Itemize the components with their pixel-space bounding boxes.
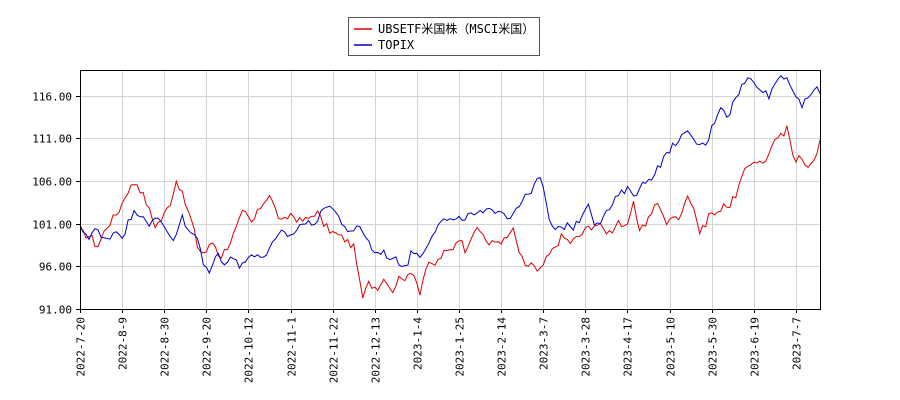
grid-lines — [80, 70, 820, 309]
x-tick-label: 2023-5-30 — [707, 317, 720, 377]
x-tick-label: 2023-6-19 — [749, 317, 762, 377]
x-tick-label: 2022-8-30 — [159, 317, 172, 377]
legend: UBSETF米国株（MSCI米国） TOPIX — [348, 17, 540, 56]
x-tick-label: 2023-2-14 — [496, 317, 509, 377]
series-lines — [79, 74, 821, 299]
x-tick-label: 2023-3-28 — [580, 317, 593, 377]
x-tick-label: 2022-11-1 — [286, 317, 299, 377]
x-tick-label: 2023-7-7 — [791, 317, 804, 370]
x-tick-label: 2023-3-7 — [538, 317, 551, 370]
y-tick-label: 106.00 — [32, 176, 72, 189]
x-tick-label: 2023-5-10 — [665, 317, 678, 377]
plot-area-frame — [80, 70, 821, 310]
y-tick-label: 101.00 — [32, 219, 72, 232]
x-tick-label: 2022-7-20 — [75, 317, 88, 377]
y-tick-label: 91.00 — [39, 304, 72, 317]
y-axis-ticks: 91.00 96.00 101.00 106.00 111.00 116.00 — [32, 91, 80, 317]
legend-label-ubsetf: UBSETF米国株（MSCI米国） — [378, 21, 534, 36]
x-tick-label: 2023-4-17 — [622, 317, 635, 377]
y-tick-label: 96.00 — [39, 261, 72, 274]
y-tick-label: 116.00 — [32, 91, 72, 104]
x-tick-label: 2022-8-9 — [117, 317, 130, 370]
x-tick-label: 2022-12-13 — [370, 317, 383, 383]
x-tick-label: 2022-10-12 — [243, 317, 256, 383]
series-line-topix — [79, 74, 821, 275]
series-line-ubsetf — [79, 125, 821, 299]
x-tick-label: 2023-1-4 — [412, 317, 425, 370]
legend-label-topix: TOPIX — [378, 38, 415, 52]
legend-box — [348, 17, 540, 56]
x-tick-label: 2022-9-20 — [201, 317, 214, 377]
y-tick-label: 111.00 — [32, 133, 72, 146]
x-tick-label: 2023-1-25 — [454, 317, 467, 377]
x-axis-ticks: 2022-7-20 2022-8-9 2022-8-30 2022-9-20 2022-… — [75, 309, 804, 383]
x-tick-label: 2022-11-22 — [328, 317, 341, 383]
